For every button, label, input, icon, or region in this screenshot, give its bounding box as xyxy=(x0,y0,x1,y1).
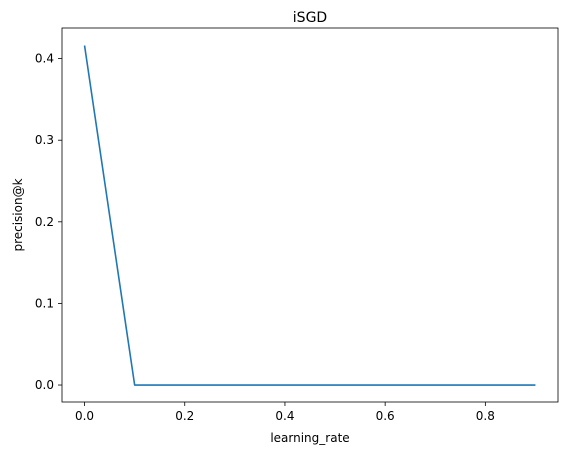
x-tick-label: 0.2 xyxy=(175,409,194,423)
y-tick-label: 0.0 xyxy=(35,378,54,392)
y-tick-label: 0.3 xyxy=(35,133,54,147)
chart-title: iSGD xyxy=(293,10,327,26)
y-tick-label: 0.1 xyxy=(35,296,54,310)
x-tick-label: 0.4 xyxy=(275,409,294,423)
series-line xyxy=(83,45,536,386)
y-tick-label: 0.4 xyxy=(35,52,54,66)
y-axis-label: precision@k xyxy=(11,178,25,251)
y-tick-label: 0.2 xyxy=(35,215,54,229)
x-axis-label: learning_rate xyxy=(270,431,349,445)
plot-frame xyxy=(61,27,559,403)
series-layer xyxy=(83,45,536,386)
x-tick-label: 0.6 xyxy=(376,409,395,423)
x-tick-label: 0.8 xyxy=(476,409,495,423)
x-axis: 0.0 0.2 0.4 0.6 0.8 xyxy=(75,402,495,423)
x-tick-label: 0.0 xyxy=(75,409,94,423)
y-axis: 0.0 0.1 0.2 0.3 0.4 xyxy=(35,52,62,392)
